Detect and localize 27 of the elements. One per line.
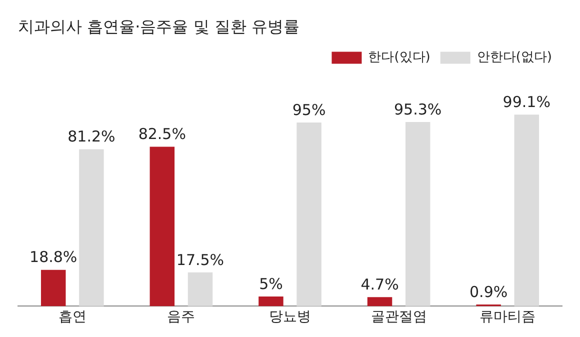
x-tick-label: 골관절염: [370, 309, 427, 326]
x-tick-label: 흡연: [58, 309, 86, 326]
bar: [296, 122, 322, 306]
data-label: 4.7%: [360, 276, 399, 294]
data-label: 95%: [292, 100, 326, 119]
legend-label: 안한다(없다): [476, 50, 552, 66]
data-label: 17.5%: [176, 250, 224, 269]
bar: [367, 297, 392, 306]
bar: [258, 296, 284, 306]
data-label: 5%: [259, 274, 283, 293]
legend-label: 한다(있다): [368, 50, 430, 66]
data-label: 95.3%: [394, 100, 442, 118]
bar: [405, 122, 430, 306]
x-tick-label: 류마티즘: [480, 309, 536, 326]
data-label: 18.8%: [30, 248, 78, 266]
bar: [40, 270, 66, 306]
chart-title: 치과의사 흡연율·음주율 및 질환 유병률: [18, 16, 300, 36]
bar: [188, 272, 213, 306]
x-tick-label: 당뇨병: [269, 309, 311, 326]
data-label: 81.2%: [68, 128, 116, 146]
data-label: 82.5%: [138, 125, 186, 144]
bar: [514, 114, 540, 306]
x-tick-label: 음주: [167, 309, 196, 326]
bar: [79, 149, 104, 306]
data-label: 99.1%: [502, 92, 550, 111]
data-label: 0.9%: [470, 282, 508, 301]
bar: [150, 146, 175, 306]
